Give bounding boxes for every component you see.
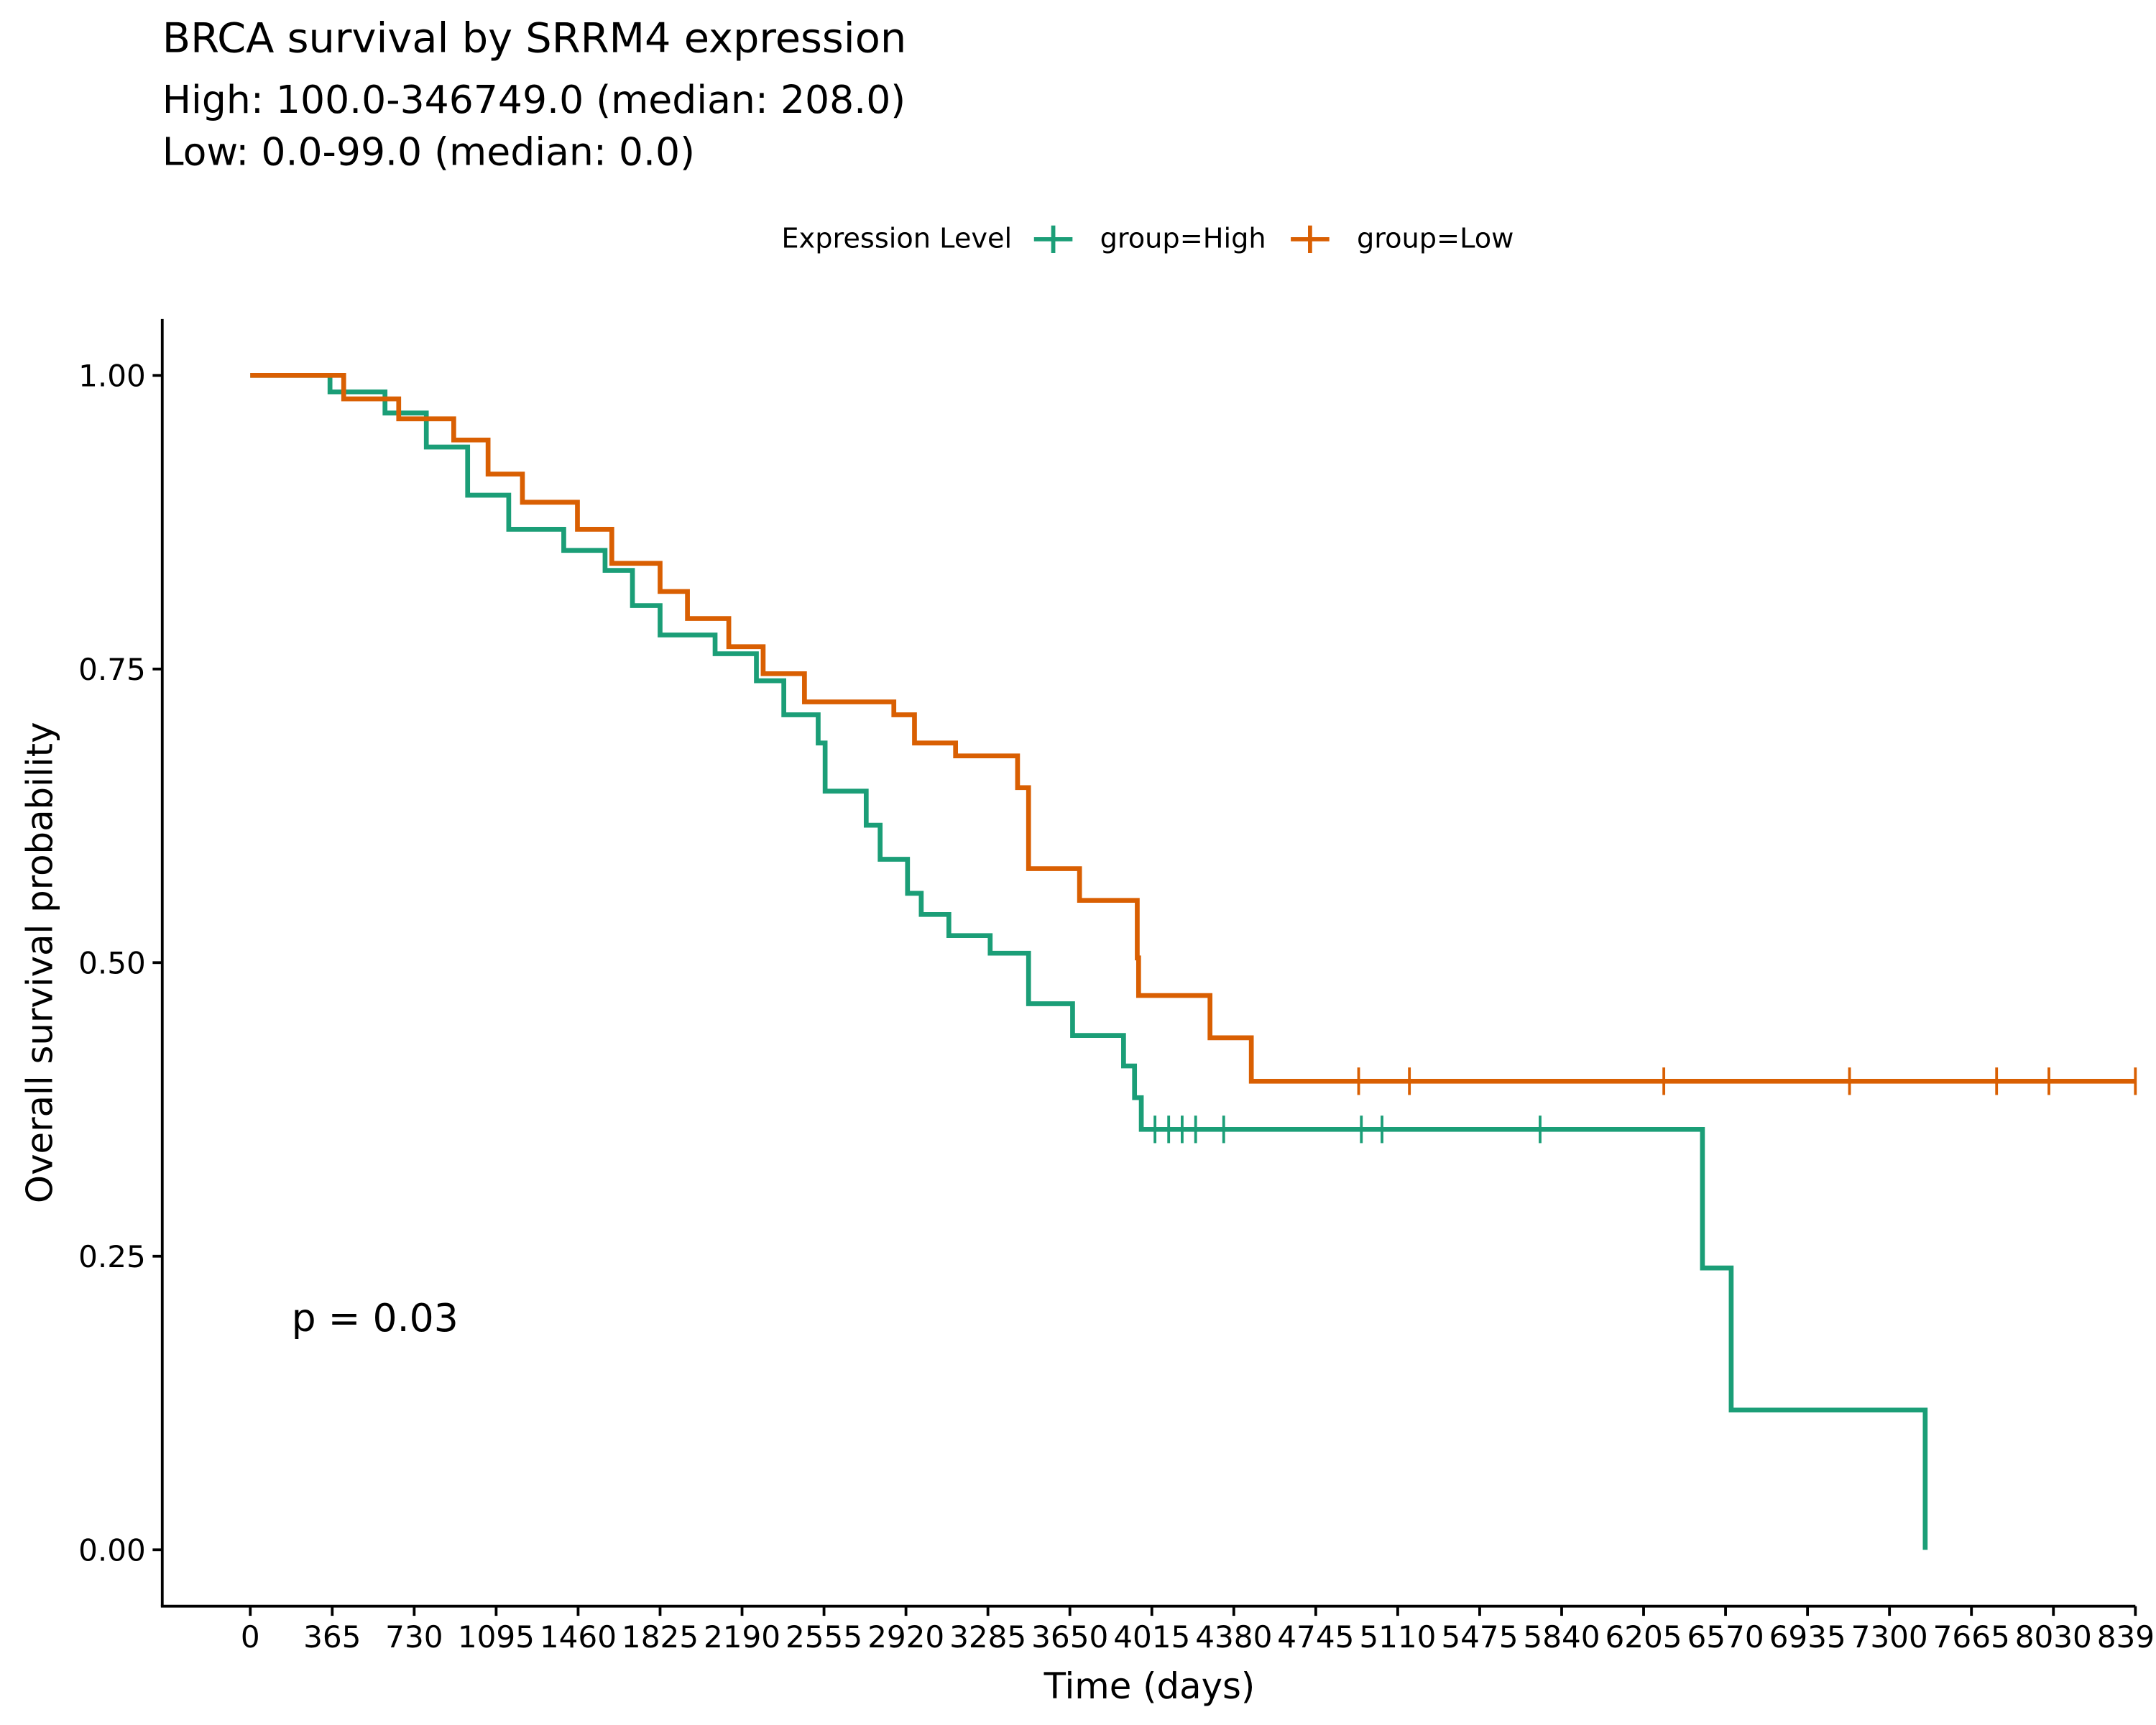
x-tick-label: 5475 xyxy=(1441,1619,1518,1655)
x-tick-label: 3650 xyxy=(1031,1619,1108,1655)
x-tick-label: 2920 xyxy=(867,1619,944,1655)
y-axis-label: Overall survival probability xyxy=(19,722,61,1203)
y-tick-label: 0.75 xyxy=(78,652,146,687)
x-tick-label: 6205 xyxy=(1605,1619,1682,1655)
x-tick-label: 7300 xyxy=(1851,1619,1928,1655)
x-tick-label: 0 xyxy=(241,1619,260,1655)
x-tick-label: 6570 xyxy=(1687,1619,1764,1655)
legend-title: Expression Level xyxy=(781,222,1012,254)
x-tick-label: 3285 xyxy=(949,1619,1026,1655)
x-tick-label: 6935 xyxy=(1769,1619,1846,1655)
y-tick-label: 0.00 xyxy=(78,1533,146,1568)
survival-curve xyxy=(250,372,2136,1084)
y-tick-label: 0.50 xyxy=(78,946,146,981)
x-tick-label: 4745 xyxy=(1277,1619,1354,1655)
chart-title: BRCA survival by SRRM4 expression xyxy=(162,14,906,63)
legend-label: group=Low xyxy=(1357,222,1514,254)
legend-key xyxy=(1291,225,1330,254)
x-tick-label: 7665 xyxy=(1933,1619,2010,1655)
chart-subtitle: High: 100.0-346749.0 (median: 208.0) xyxy=(162,77,906,122)
x-tick-label: 1825 xyxy=(622,1619,699,1655)
x-tick-label: 8030 xyxy=(2015,1619,2092,1655)
x-tick-label: 1095 xyxy=(458,1619,535,1655)
x-tick-label: 730 xyxy=(385,1619,443,1655)
x-tick-label: 5110 xyxy=(1359,1619,1436,1655)
x-tick-label: 2555 xyxy=(786,1619,862,1655)
survival-curve xyxy=(250,372,1928,1550)
x-tick-label: 4015 xyxy=(1113,1619,1190,1655)
x-tick-label: 1460 xyxy=(540,1619,617,1655)
y-tick-label: 0.25 xyxy=(78,1239,146,1274)
x-tick-label: 5840 xyxy=(1523,1619,1600,1655)
x-axis-label: Time (days) xyxy=(1044,1665,1256,1707)
x-tick-label: 4380 xyxy=(1195,1619,1272,1655)
legend-key xyxy=(1033,225,1073,254)
y-tick-label: 1.00 xyxy=(78,359,146,394)
x-tick-label: 2190 xyxy=(704,1619,780,1655)
chart-subtitle: Low: 0.0-99.0 (median: 0.0) xyxy=(162,129,695,175)
p-value: p = 0.03 xyxy=(292,1295,459,1340)
legend-label: group=High xyxy=(1100,222,1266,254)
x-tick-label: 365 xyxy=(303,1619,361,1655)
x-tick-label: 8395 xyxy=(2097,1619,2156,1655)
